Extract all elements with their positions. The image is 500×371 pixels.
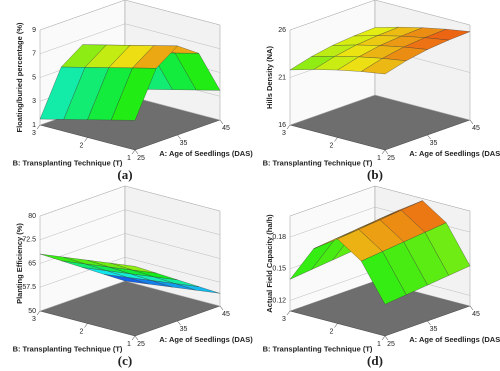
- y-tick-label: 2: [330, 328, 334, 335]
- z-tick-label: 80: [28, 213, 36, 220]
- y-tick: [381, 149, 386, 155]
- y-tick-label: 1: [127, 155, 131, 162]
- x-tick-label: 25: [387, 155, 395, 162]
- y-tick: [381, 335, 386, 341]
- panel-label: (b): [367, 167, 383, 182]
- y-tick: [334, 137, 338, 142]
- surface-patch: [361, 251, 407, 305]
- y-axis-title: B: Transplanting Technique (T): [263, 158, 373, 167]
- y-tick: [36, 124, 41, 130]
- y-tick-label: 3: [282, 316, 286, 323]
- y-tick: [131, 149, 136, 155]
- y-tick-label: 2: [80, 142, 84, 149]
- y-tick-label: 1: [377, 155, 381, 162]
- z-axis-title: Actual Field Capacity (ha/h): [265, 214, 274, 313]
- y-tick: [84, 137, 88, 142]
- z-tick-label: 57.5: [22, 284, 36, 291]
- y-tick-label: 3: [282, 130, 286, 137]
- z-axis-title: Floating/buried percentage (%): [15, 22, 24, 133]
- y-tick: [334, 323, 338, 328]
- x-tick-label: 35: [180, 326, 188, 333]
- surface-patch: [360, 58, 407, 75]
- x-tick-label: 45: [222, 125, 230, 132]
- panel-label: (c): [118, 353, 132, 368]
- z-tick-label: 9: [32, 27, 36, 34]
- z-tick-label: 72.5: [22, 237, 36, 244]
- x-tick: [427, 134, 431, 140]
- z-axis-title: Planting Efficiency (%): [15, 223, 24, 304]
- y-tick-label: 1: [127, 341, 131, 348]
- grid-line: [39, 185, 221, 217]
- y-tick-label: 1: [377, 341, 381, 348]
- x-axis-title: A: Age of Seedlings (DAS): [409, 149, 500, 158]
- grid-line: [289, 0, 471, 31]
- y-tick-label: 3: [32, 316, 36, 323]
- x-axis-title: A: Age of Seedlings (DAS): [409, 335, 500, 344]
- x-tick: [177, 320, 181, 326]
- x-tick-label: 35: [430, 326, 438, 333]
- y-axis-title: B: Transplanting Technique (T): [263, 344, 373, 353]
- y-tick: [131, 335, 136, 341]
- z-tick-label: 1: [32, 122, 36, 129]
- z-tick-label: 0.18: [272, 234, 286, 241]
- x-tick-label: 35: [180, 140, 188, 147]
- panel-label: (d): [367, 353, 383, 368]
- x-tick: [384, 149, 389, 155]
- x-tick-label: 45: [472, 311, 480, 318]
- x-tick-label: 25: [137, 155, 145, 162]
- grid-line: [39, 0, 221, 31]
- x-tick: [219, 119, 224, 125]
- x-tick-label: 25: [387, 341, 395, 348]
- x-tick-label: 45: [472, 125, 480, 132]
- z-tick-label: 16: [278, 122, 286, 129]
- y-tick-label: 2: [330, 142, 334, 149]
- x-tick: [469, 305, 474, 311]
- z-tick-label: 0.15: [272, 266, 286, 273]
- x-tick: [134, 335, 139, 341]
- x-tick: [384, 335, 389, 341]
- z-tick-label: 3: [32, 98, 36, 105]
- y-tick-label: 3: [32, 130, 36, 137]
- panel-label: (a): [117, 167, 132, 182]
- z-tick-label: 65: [28, 260, 36, 267]
- z-tick-label: 5: [32, 74, 36, 81]
- y-tick: [84, 323, 88, 328]
- y-axis-title: B: Transplanting Technique (T): [13, 344, 123, 353]
- grid-line: [39, 23, 221, 54]
- z-axis-title: Hills Density (NA): [265, 46, 274, 109]
- grid-line: [39, 256, 221, 288]
- x-axis-title: A: Age of Seedlings (DAS): [159, 335, 253, 344]
- grid-line: [39, 209, 221, 240]
- x-tick: [177, 134, 181, 140]
- x-tick: [134, 149, 139, 155]
- x-tick: [469, 119, 474, 125]
- y-tick: [286, 310, 291, 316]
- y-tick-label: 2: [80, 328, 84, 335]
- z-tick-label: 50: [28, 308, 36, 315]
- z-tick-label: 26: [278, 27, 286, 34]
- x-tick: [427, 320, 431, 326]
- z-tick-label: 7: [32, 51, 36, 58]
- x-tick: [219, 305, 224, 311]
- z-tick-label: 21: [278, 74, 286, 81]
- panel: 50 57.5 65 72.5 80 Planting Efficiency (%) 25 3…: [13, 185, 253, 368]
- surface-patch: [111, 67, 157, 121]
- y-tick: [36, 310, 41, 316]
- grid-line: [289, 94, 471, 126]
- y-tick: [286, 124, 291, 130]
- x-axis-title: A: Age of Seedlings (DAS): [159, 149, 253, 158]
- x-tick-label: 45: [222, 311, 230, 318]
- grid-line: [39, 233, 221, 264]
- z-tick-label: 0.12: [272, 297, 286, 304]
- x-tick-label: 25: [137, 341, 145, 348]
- surface-patch: [111, 263, 157, 274]
- x-tick-label: 35: [430, 140, 438, 147]
- y-axis-title: B: Transplanting Technique (T): [13, 158, 123, 167]
